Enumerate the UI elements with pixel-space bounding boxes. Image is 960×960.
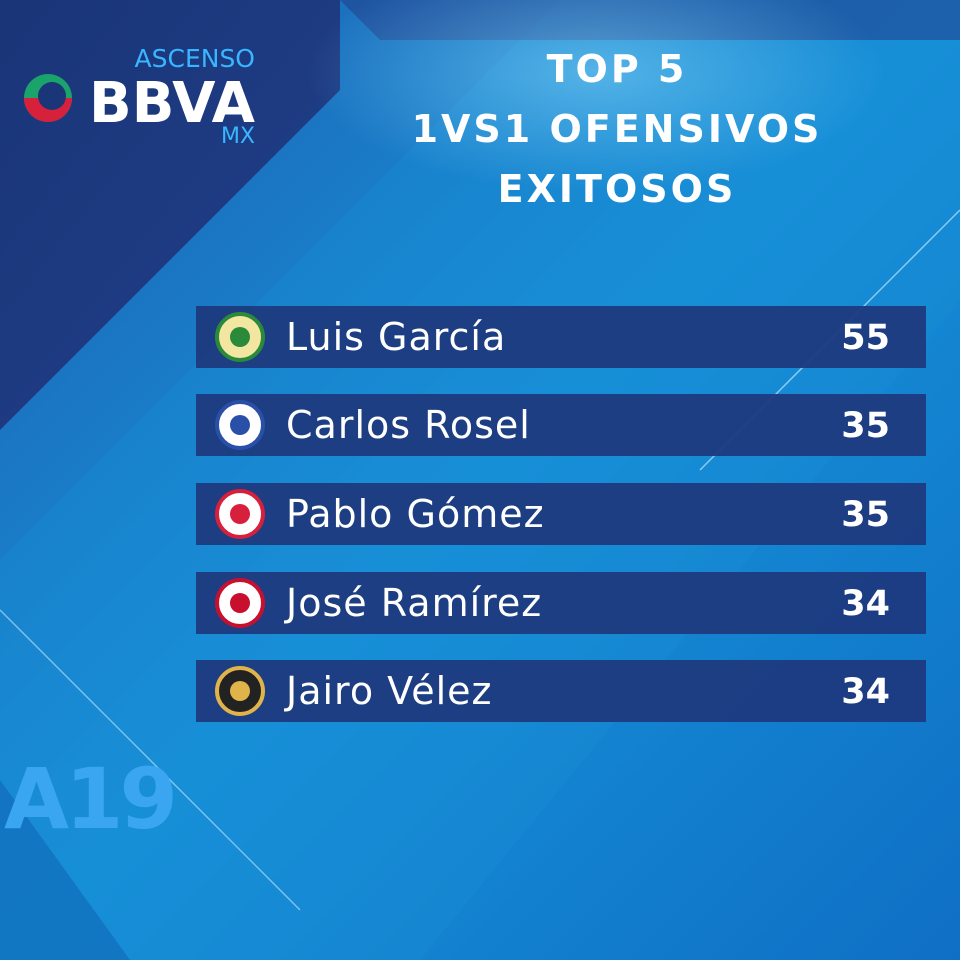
team-badge-detail [230,593,250,613]
player-value: 34 [841,672,890,712]
player-value: 55 [841,318,890,358]
title-line: 1VS1 OFENSIVOS [412,107,823,151]
logo-bottom: MX [221,124,255,149]
player-name: Jairo Vélez [284,669,492,713]
logo-ring [38,82,66,110]
title-line: EXITOSOS [498,167,737,211]
player-name: Pablo Gómez [286,492,545,536]
bg-shape [0,780,130,960]
team-badge-detail [230,504,250,524]
season-label: A19 [4,750,174,848]
player-value: 35 [841,406,890,446]
logo-top: ASCENSO [135,44,255,73]
player-value: 35 [841,495,890,535]
team-badge-detail [230,327,250,347]
row-background [196,660,926,722]
row-background [196,483,926,545]
ranking-row: Pablo Gómez 35 [196,483,926,545]
ranking-row: Luis García 55 [196,306,926,368]
title: TOP 5 1VS1 OFENSIVOS EXITOSOS [412,47,823,211]
ranking-row: Jairo Vélez 34 [196,660,926,722]
logo: ASCENSO BBVA MX [24,44,256,149]
row-background [196,572,926,634]
ranking-row: Carlos Rosel 35 [196,394,926,456]
player-name: José Ramírez [284,581,542,625]
player-name: Carlos Rosel [286,403,531,447]
row-background [196,306,926,368]
logo-main: BBVA [89,71,256,136]
team-badge-detail [230,415,250,435]
deco-line [0,609,301,911]
player-name: Luis García [286,315,506,359]
ranking-list: Luis García 55 Carlos Rosel 35 Pablo Gómez 35… [196,306,926,722]
team-badge-detail [230,681,250,701]
ranking-row: José Ramírez 34 [196,572,926,634]
title-line: TOP 5 [547,47,688,91]
player-value: 34 [841,584,890,624]
row-background [196,394,926,456]
